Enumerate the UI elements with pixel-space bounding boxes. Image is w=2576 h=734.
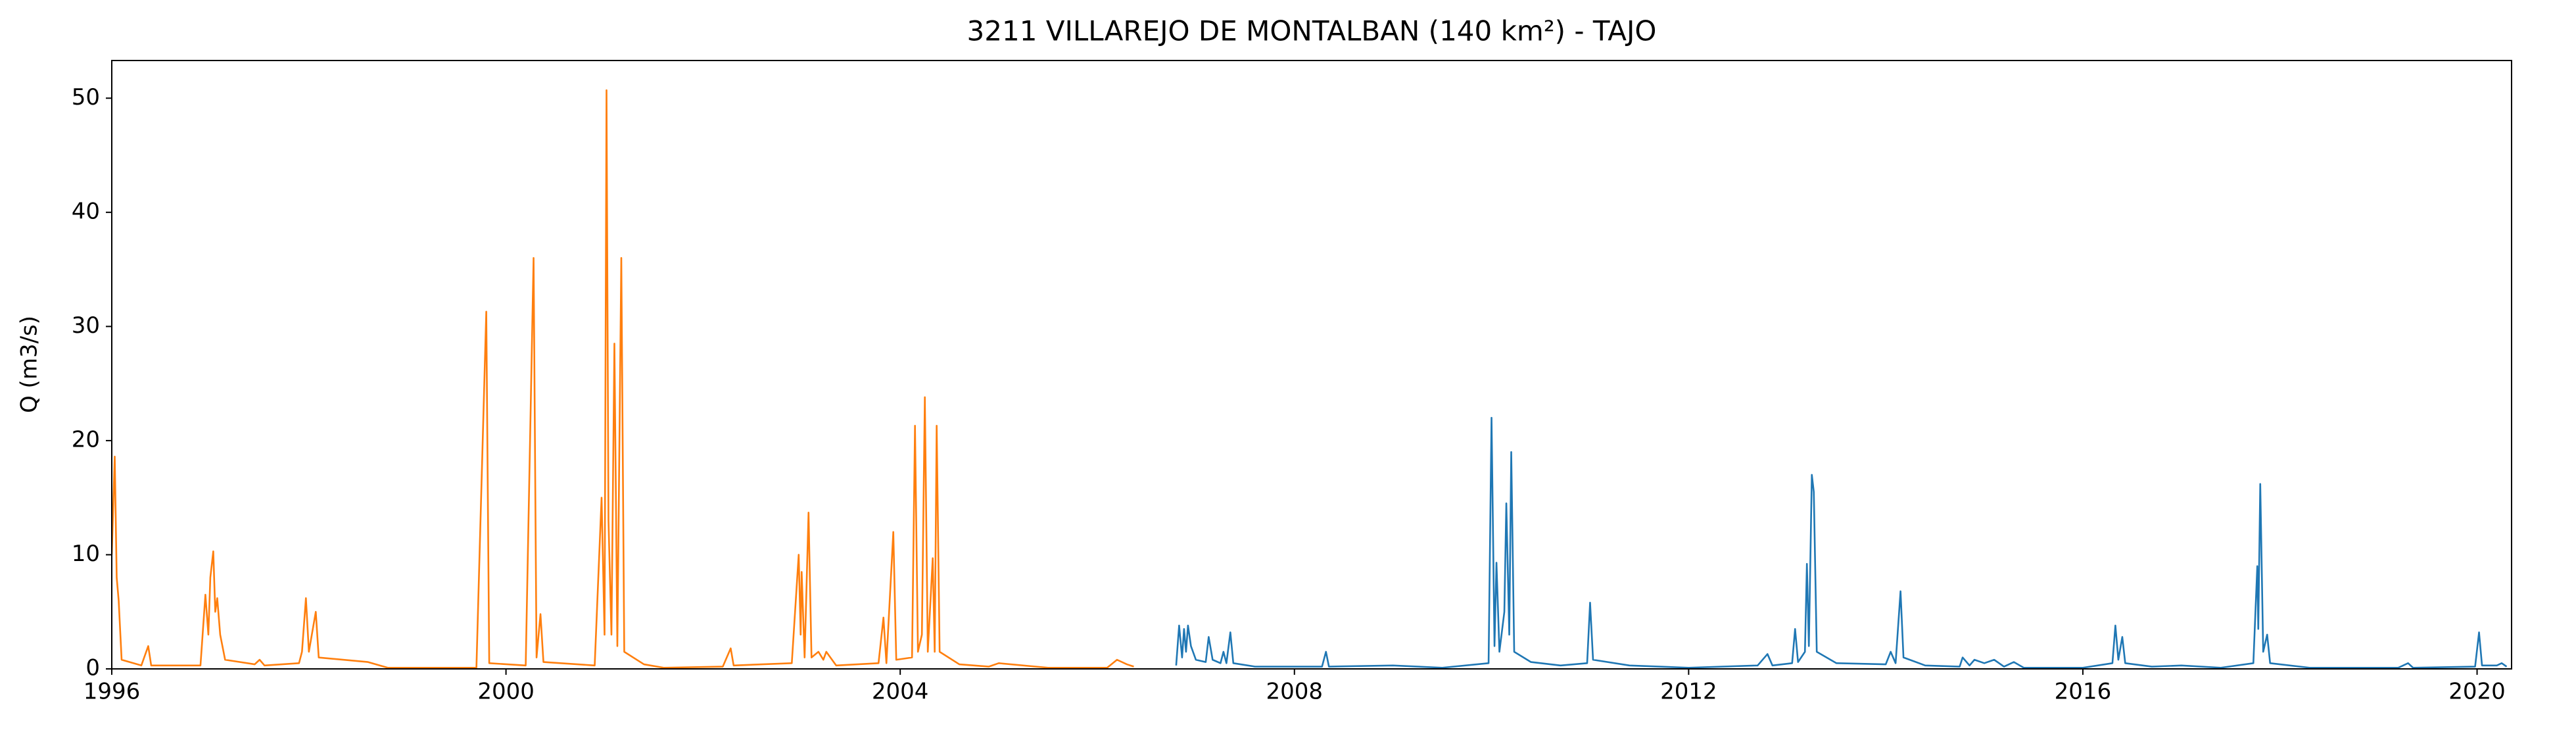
plot-frame xyxy=(111,60,2512,670)
y-axis-label: Q (m3/s) xyxy=(16,316,43,413)
x-tick-label: 2016 xyxy=(2055,679,2112,705)
data-line xyxy=(1175,416,2508,669)
y-tick-label: 10 xyxy=(72,541,100,567)
x-tick-label: 2000 xyxy=(477,679,535,705)
x-tick-label: 2012 xyxy=(1660,679,1717,705)
y-tick-label: 20 xyxy=(72,426,100,453)
y-tick-label: 30 xyxy=(72,312,100,339)
y-tick-label: 0 xyxy=(85,655,100,681)
data-line xyxy=(112,89,1134,669)
x-tick-label: 2008 xyxy=(1266,679,1324,705)
y-tick-label: 40 xyxy=(72,198,100,224)
x-tick-label: 2004 xyxy=(872,679,929,705)
y-tick-label: 50 xyxy=(72,84,100,110)
chart-title: 3211 VILLAREJO DE MONTALBAN (140 km²) - … xyxy=(967,15,1657,47)
x-tick-label: 2020 xyxy=(2448,679,2506,705)
x-tick-label: 1996 xyxy=(83,679,141,705)
